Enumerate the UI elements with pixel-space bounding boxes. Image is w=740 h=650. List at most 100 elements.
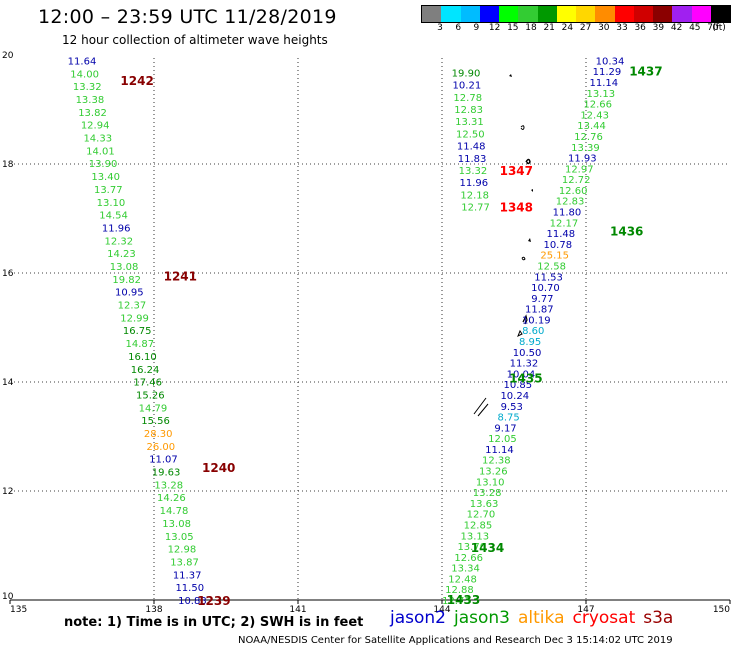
y-tick-label: 20 xyxy=(2,51,14,61)
swh-label: 12.97 xyxy=(565,164,594,175)
swh-label: 12.88 xyxy=(445,585,474,596)
swh-label: 13.70 xyxy=(457,542,486,553)
swh-label: 12.77 xyxy=(461,203,490,214)
color-scale-tick: 24 xyxy=(561,23,574,33)
satellite-legend: jason2 jason3 altika cryosat s3a xyxy=(390,608,681,628)
legend-item-jason2: jason2 xyxy=(390,608,446,628)
swh-label: 11.96 xyxy=(102,223,131,234)
swh-label: 10.78 xyxy=(543,240,572,251)
swh-label: 10.04 xyxy=(507,369,536,380)
swh-label: 11.87 xyxy=(525,305,554,316)
swh-label: 13.08 xyxy=(162,519,191,530)
island-shape xyxy=(528,238,531,242)
color-scale-tick: 21 xyxy=(543,23,555,33)
color-scale-tick: 36 xyxy=(634,23,646,33)
color-scale-tick: 18 xyxy=(525,23,537,33)
swh-label: 14.01 xyxy=(86,146,115,157)
swh-label: 17.46 xyxy=(133,378,162,389)
swh-label: 12.18 xyxy=(460,190,489,201)
color-swatch-1 xyxy=(441,6,461,22)
pass-label: 1242 xyxy=(120,74,153,88)
color-scale-tick: 6 xyxy=(455,23,462,33)
swh-label: 19.82 xyxy=(112,275,141,286)
color-scale-tick: 70 xyxy=(707,23,719,33)
swh-label: 15.56 xyxy=(141,416,170,427)
credit-line: NOAA/NESDIS Center for Satellite Applica… xyxy=(238,635,673,646)
x-tick-label: 150 xyxy=(713,605,730,615)
swh-label: 14.33 xyxy=(83,134,112,145)
swh-label: 12.99 xyxy=(120,313,149,324)
legend-item-s3a: s3a xyxy=(643,608,674,628)
swh-label: 13.32 xyxy=(73,82,102,93)
color-scale-tick: 39 xyxy=(652,23,665,33)
page-title: 12:00 – 23:59 UTC 11/28/2019 xyxy=(38,6,337,28)
swh-label: 19.63 xyxy=(152,468,181,479)
color-scale-tick: 3 xyxy=(437,23,443,33)
color-swatch-10 xyxy=(614,6,634,22)
pass-label: 1437 xyxy=(629,64,662,78)
map-grid xyxy=(14,58,730,600)
swh-label: 11.32 xyxy=(510,359,539,370)
swh-label: 14.54 xyxy=(99,211,128,222)
swh-label: 26.00 xyxy=(147,442,176,453)
swh-label: 11.53 xyxy=(534,272,563,283)
swh-label: 12.78 xyxy=(453,93,482,104)
swh-label: 8.95 xyxy=(519,337,541,348)
color-scale-tick: 45 xyxy=(689,23,701,33)
island-shape xyxy=(525,158,531,165)
swh-label: 12.76 xyxy=(574,132,603,143)
swh-label: 10.83 xyxy=(178,596,207,607)
swh-label: 12.50 xyxy=(456,129,485,140)
swh-label: 10.21 xyxy=(453,81,482,92)
swh-label: 10.24 xyxy=(500,391,529,402)
swh-label: 12.83 xyxy=(454,105,483,116)
island-outlines xyxy=(473,74,533,417)
island-shape xyxy=(521,256,526,261)
swh-label: 8.75 xyxy=(497,413,519,424)
color-scale-tick: 12 xyxy=(488,23,501,33)
pass-label: 1347 xyxy=(500,164,533,178)
swh-label: 13.08 xyxy=(110,262,139,273)
y-tick-label: 16 xyxy=(2,269,14,279)
swh-label: 11.80 xyxy=(553,208,582,219)
color-swatch-2 xyxy=(460,6,480,22)
swh-label: 12.66 xyxy=(583,100,612,111)
swh-label: 19.90 xyxy=(452,68,481,79)
swh-label: 12.66 xyxy=(454,553,483,564)
swh-label: 11.29 xyxy=(593,67,622,78)
swh-label: 13.13 xyxy=(461,531,490,542)
swh-label: 12.83 xyxy=(556,197,585,208)
swh-label: 10.85 xyxy=(504,380,533,391)
color-swatch-13 xyxy=(672,6,692,22)
pass-label: 1433 xyxy=(447,593,480,607)
color-swatch-11 xyxy=(633,6,653,22)
swh-label: 13.28 xyxy=(473,488,502,499)
swh-label: 28.30 xyxy=(144,429,173,440)
color-swatch-5 xyxy=(518,6,538,22)
swh-label: 13.63 xyxy=(470,499,499,510)
x-tick-label: 141 xyxy=(289,605,306,615)
swh-label: 14.87 xyxy=(126,339,155,350)
swh-label: 12.43 xyxy=(580,110,609,121)
swh-label: 13.34 xyxy=(451,564,480,575)
swh-label: 13.13 xyxy=(586,89,615,100)
color-swatch-6 xyxy=(537,6,557,22)
swh-label: 11.14 xyxy=(485,445,514,456)
swh-label: 12.32 xyxy=(104,236,133,247)
swh-label: 14.78 xyxy=(160,506,189,517)
swh-label: 10.19 xyxy=(522,315,551,326)
color-swatch-12 xyxy=(653,6,673,22)
swh-label: 10.34 xyxy=(596,56,625,67)
color-scale-tick: (ft) xyxy=(712,23,726,33)
pass-number-labels: 1242 1241 1240 1239 1437 1436 1435 1434 1433 1347… xyxy=(120,64,662,608)
swh-label: 9.53 xyxy=(501,402,523,413)
pass-label: 1239 xyxy=(197,594,230,608)
island-shape xyxy=(509,74,512,77)
swh-label: 12.48 xyxy=(448,574,477,585)
color-swatch-3 xyxy=(479,6,499,22)
swh-label: 12.98 xyxy=(168,545,197,556)
swh-label: 9.17 xyxy=(494,423,516,434)
swh-label: 12.37 xyxy=(118,301,147,312)
color-swatch-14 xyxy=(691,6,711,22)
